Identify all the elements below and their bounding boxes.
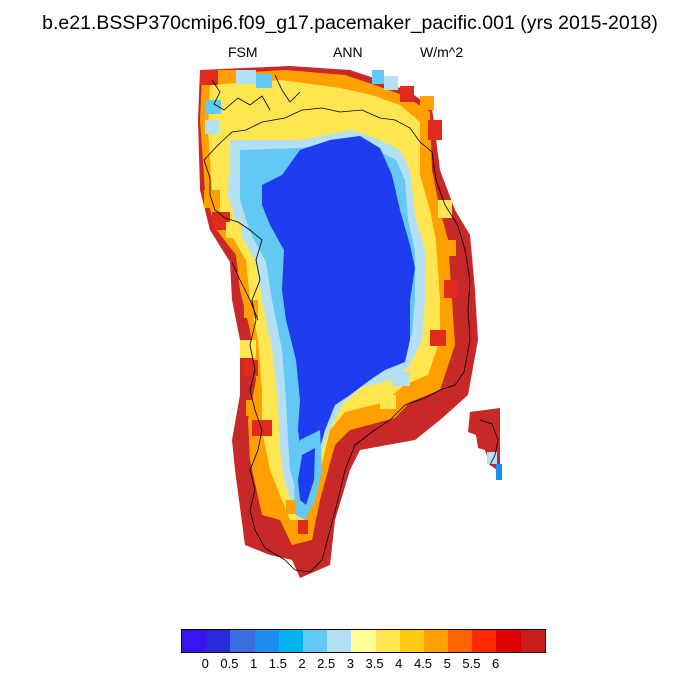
- map-cell: [372, 70, 384, 84]
- map-cell: [438, 200, 452, 218]
- colorbar-swatch-3: [254, 630, 279, 652]
- colorbar-swatch-11: [448, 630, 473, 652]
- colorbar-tick-label: 2.5: [317, 656, 336, 671]
- colorbar-tick-label: 5: [443, 656, 451, 671]
- ice-sheet-interior: [262, 136, 415, 465]
- map-cell: [286, 500, 296, 514]
- map-cell: [212, 212, 230, 230]
- map-cell: [430, 330, 446, 346]
- map-cell: [442, 240, 456, 256]
- map-cell: [428, 120, 442, 140]
- season-label: ANN: [333, 44, 363, 60]
- map-cell: [400, 86, 414, 102]
- coastline: [203, 74, 499, 573]
- colorbar-swatch-13: [496, 630, 521, 652]
- map-cell: [244, 360, 258, 376]
- map-cells: [198, 66, 502, 578]
- colorbar-tick-label: 6: [491, 656, 500, 671]
- map-cell: [236, 70, 256, 84]
- southern-deep-blue: [298, 448, 315, 505]
- map-cell: [256, 74, 272, 88]
- colorbar-swatch-14: [520, 630, 545, 652]
- map-cell: [420, 96, 434, 110]
- map-cell: [384, 76, 398, 90]
- colorbar-swatch-12: [472, 630, 497, 652]
- colorbar-tick-label: 5.5: [462, 656, 481, 671]
- coastline-segment: [231, 261, 259, 321]
- map-cell: [380, 395, 396, 409]
- map-cell: [205, 120, 219, 134]
- coastline-segment: [479, 419, 499, 466]
- map-cell: [246, 400, 260, 416]
- map-cell: [204, 190, 220, 208]
- map-cell: [444, 280, 458, 298]
- map-cell: [212, 140, 230, 154]
- map-cell: [205, 100, 221, 114]
- plot-title: b.e21.BSSP370cmip6.f09_g17.pacemaker_pac…: [42, 12, 658, 34]
- coastline-segment: [274, 74, 301, 103]
- map-cell: [298, 520, 308, 534]
- map-cell: [496, 464, 502, 480]
- map-cell: [487, 452, 497, 464]
- colorbar-swatch-4: [278, 630, 303, 652]
- map-cell: [226, 222, 242, 238]
- colorbar-tick-label: 2: [298, 656, 306, 671]
- map-cell: [240, 340, 256, 358]
- colorbar-tick-label: 4.5: [413, 656, 433, 671]
- colorbar-tick-label: 1.5: [268, 656, 287, 671]
- colorbar-tick-label: 0.5: [220, 656, 239, 671]
- colorbar-swatch-0: [182, 630, 207, 652]
- colorbar-swatch-6: [327, 630, 352, 652]
- colorbar-swatch-1: [206, 630, 231, 652]
- colorbar-tick-label: 0: [201, 656, 209, 671]
- colorbar-swatch-10: [423, 630, 449, 652]
- variable-label: FSM: [228, 44, 258, 60]
- map-cell: [392, 372, 410, 386]
- colorbar-swatch-9: [399, 630, 424, 652]
- map-cell: [252, 420, 272, 436]
- colorbar: [181, 629, 546, 653]
- colorbar-swatch-5: [302, 630, 328, 652]
- colorbar-tick-label: 3.5: [365, 656, 384, 671]
- coastline-segment: [211, 79, 271, 111]
- colorbar-ticks: 0 0.5 1 1.5 2 2.5 3 3.5 4 4.5 5 5.5 6: [0, 656, 700, 674]
- colorbar-swatch-7: [351, 630, 376, 652]
- colorbar-tick-label: 1: [249, 656, 258, 671]
- colorbar-swatch-2: [230, 630, 255, 652]
- units-label: W/m^2: [420, 44, 464, 60]
- colorbar-tick-label: 4: [395, 656, 403, 671]
- coastline-segment: [203, 107, 471, 573]
- colorbar-tick-label: 3: [346, 656, 355, 671]
- map-cell: [218, 70, 236, 82]
- colorbar-swatch-8: [375, 630, 400, 652]
- map-cell: [200, 70, 218, 85]
